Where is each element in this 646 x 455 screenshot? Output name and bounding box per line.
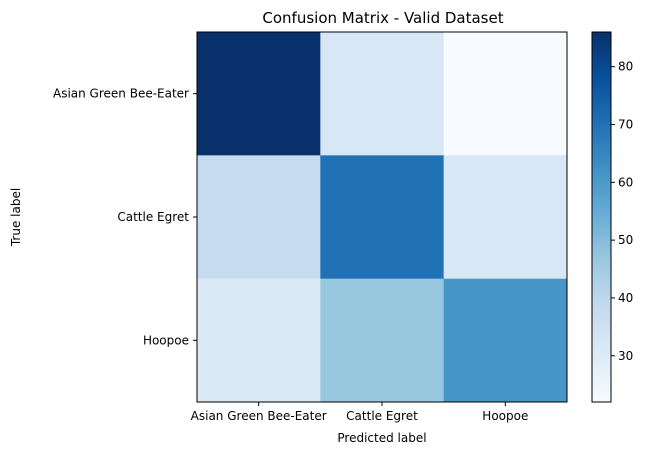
x-tick-label: Asian Green Bee-Eater — [191, 409, 327, 423]
heatmap-cell — [443, 278, 568, 403]
heatmap-cell — [197, 155, 321, 280]
heatmap-cell — [320, 155, 445, 280]
chart-title: Confusion Matrix - Valid Dataset — [262, 9, 503, 27]
x-axis-label: Predicted label — [337, 431, 426, 445]
heatmap-cell — [197, 278, 321, 403]
heatmap-cell — [197, 32, 321, 156]
y-tick-label: Asian Green Bee-Eater — [53, 87, 189, 101]
x-axis-ticks: Asian Green Bee-Eater Cattle Egret Hoopoe — [191, 402, 528, 423]
y-axis-ticks: Asian Green Bee-Eater Cattle Egret Hoopoe — [53, 87, 197, 347]
x-tick-label: Cattle Egret — [346, 409, 418, 423]
colorbar-tick-label: 40 — [618, 291, 633, 305]
heatmap-cell — [443, 32, 568, 156]
colorbar — [591, 31, 612, 403]
y-tick-label: Cattle Egret — [117, 210, 189, 224]
colorbar-tick-label: 50 — [618, 233, 633, 247]
heatmap-cell — [443, 155, 568, 280]
colorbar-tick-label: 80 — [618, 60, 633, 74]
heatmap-cell — [320, 278, 445, 403]
x-tick-label: Hoopoe — [482, 409, 528, 423]
colorbar-tick-label: 70 — [618, 118, 633, 132]
colorbar-tick-label: 30 — [618, 349, 633, 363]
colorbar-tick-label: 60 — [618, 175, 633, 189]
heatmap-cell — [320, 32, 445, 156]
heatmap-cells — [197, 32, 568, 403]
colorbar-ticks: 30 40 50 60 70 80 — [611, 60, 633, 363]
y-axis-label: True label — [9, 188, 23, 247]
y-tick-label: Hoopoe — [143, 333, 189, 347]
